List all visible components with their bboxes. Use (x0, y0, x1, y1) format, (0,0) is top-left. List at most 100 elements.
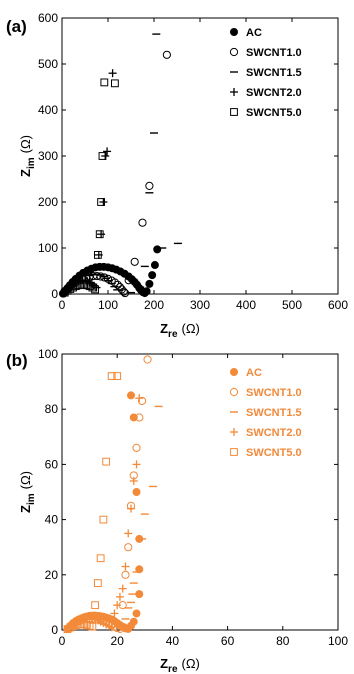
legend-item: SWCNT2.0 (230, 87, 302, 99)
panel-a: (a) 0 100 200 300 400 500 600 0 100 200 300 400 500 6… (6, 11, 348, 340)
data-point (148, 271, 157, 280)
legend-item: AC (229, 367, 262, 379)
legend-item: SWCNT5.0 (230, 447, 302, 459)
data-point (115, 624, 125, 633)
legend-label: SWCNT1.5 (246, 67, 302, 79)
panel-b-legend: AC SWCNT1.0 SWCNT1.5 SWCNT2.0 SWCNT5.0 (229, 367, 302, 459)
panel-b-y-tick-label: 0 (51, 623, 58, 637)
legend-label: SWCNT2.0 (246, 427, 302, 439)
data-point (99, 515, 108, 524)
panel-b-ticks: 0 20 40 60 80 100 0 20 40 60 80 100 (38, 347, 348, 648)
legend-item: SWCNT1.5 (230, 407, 302, 419)
data-point (142, 287, 151, 296)
legend-item: SWCNT2.0 (230, 427, 302, 439)
data-point (138, 218, 147, 227)
panel-b-y-tick-label: 80 (45, 402, 59, 416)
data-point (113, 372, 122, 380)
data-point (145, 279, 154, 288)
panel-b-x-axis-sub: re (168, 664, 178, 674)
data-point (88, 622, 97, 631)
panel-b-series-swcnt2-0 (69, 394, 144, 632)
legend-marker (229, 367, 238, 376)
panel-a-x-axis-unit: (Ω) (182, 321, 200, 336)
data-point (88, 283, 97, 292)
panel-a-x-axis-main: Z (160, 321, 168, 336)
data-point (137, 396, 147, 406)
panel-a-legend: AC SWCNT1.0 SWCNT1.5 SWCNT2.0 SWCNT5.0 (229, 27, 302, 119)
data-point (71, 621, 80, 629)
data-point (93, 579, 102, 587)
data-point (130, 257, 139, 266)
panel-b-x-axis-unit: (Ω) (182, 656, 200, 671)
data-point (115, 592, 124, 601)
panel-a-x-tick-label: 300 (190, 298, 210, 312)
legend-item: SWCNT5.0 (230, 107, 302, 119)
legend-marker (229, 47, 239, 57)
panel-b-y-axis-unit: (Ω) (18, 471, 33, 489)
data-point (143, 355, 152, 364)
data-point (95, 230, 104, 239)
panel-a-x-tick-label: 400 (236, 298, 256, 312)
legend-label: SWCNT1.0 (246, 47, 302, 59)
data-point (113, 280, 122, 289)
data-point (129, 617, 138, 626)
data-point (121, 570, 130, 579)
data-point (135, 590, 144, 599)
panel-b-x-tick-label: 0 (59, 634, 66, 648)
data-point (101, 152, 110, 160)
panel-a-label: (a) (6, 17, 27, 36)
data-point (135, 413, 144, 422)
data-point (129, 476, 138, 485)
data-point (107, 623, 116, 632)
data-point (110, 609, 119, 618)
panel-b-x-tick-label: 20 (111, 634, 125, 648)
panel-a-x-tick-label: 200 (144, 298, 164, 312)
data-point (92, 283, 101, 292)
panel-b-y-tick-label: 20 (45, 568, 59, 582)
legend-label: AC (246, 367, 262, 379)
panel-a-series-swcnt1-0 (59, 50, 171, 298)
data-point (127, 504, 135, 513)
data-point (96, 554, 105, 563)
panel-b-label: (b) (6, 351, 28, 370)
panel-b-plot-frame (61, 353, 339, 631)
panel-b-x-axis-main: Z (160, 656, 168, 671)
panel-a-series-swcnt1-5 (85, 33, 182, 294)
legend-label: SWCNT2.0 (246, 87, 302, 99)
panel-b-y-tick-label: 40 (45, 513, 59, 527)
panel-a-y-tick-label: 500 (38, 57, 58, 71)
data-point (97, 198, 105, 206)
legend-item: SWCNT1.5 (230, 67, 302, 79)
data-point (124, 543, 133, 552)
data-point (145, 181, 154, 190)
data-point (82, 281, 91, 290)
panel-a-y-tick-label: 300 (38, 149, 58, 163)
panel-a-y-tick-label: 400 (38, 103, 58, 117)
data-point (66, 285, 75, 293)
panel-a-y-tick-label: 0 (51, 287, 58, 301)
legend-label: SWCNT1.0 (246, 387, 302, 399)
panel-b-x-axis-title: Zre (Ω) (160, 656, 200, 674)
legend-marker (230, 428, 238, 436)
panel-a-series-swcnt5-0 (60, 78, 119, 297)
panel-b-x-tick-label: 100 (328, 634, 348, 648)
panel-a-x-axis-title: Zre (Ω) (160, 321, 200, 340)
data-point (91, 285, 100, 294)
data-point (162, 50, 171, 59)
data-point (132, 443, 141, 452)
legend-item: AC (229, 27, 262, 39)
data-point (108, 69, 117, 78)
panel-a-x-tick-label: 600 (328, 298, 348, 312)
panel-b-y-axis-main: Z (18, 505, 33, 513)
data-point (118, 584, 127, 593)
panel-b-y-tick-label: 60 (45, 457, 59, 471)
panel-b-y-tick-label: 100 (38, 347, 58, 361)
panel-a-data-marks (58, 33, 182, 298)
legend-marker (230, 448, 238, 456)
legend-marker (229, 27, 238, 36)
data-point (121, 562, 130, 571)
data-point (91, 601, 100, 610)
panel-a-x-tick-label: 0 (59, 298, 66, 312)
panel-b-x-tick-label: 40 (166, 634, 180, 648)
